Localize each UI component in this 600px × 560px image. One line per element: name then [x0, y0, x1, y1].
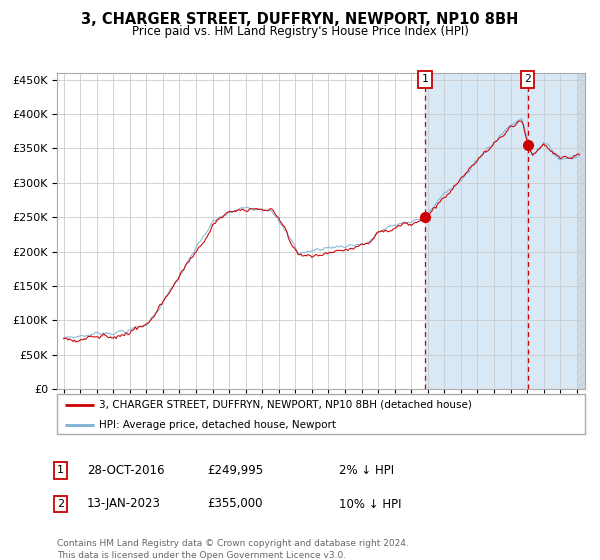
Text: 1: 1 — [422, 74, 428, 85]
Bar — [577, 73, 585, 389]
Text: £355,000: £355,000 — [207, 497, 263, 511]
FancyBboxPatch shape — [57, 394, 585, 434]
Text: 2% ↓ HPI: 2% ↓ HPI — [339, 464, 394, 477]
Text: 10% ↓ HPI: 10% ↓ HPI — [339, 497, 401, 511]
Text: 3, CHARGER STREET, DUFFRYN, NEWPORT, NP10 8BH (detached house): 3, CHARGER STREET, DUFFRYN, NEWPORT, NP1… — [99, 400, 472, 409]
Text: HPI: Average price, detached house, Newport: HPI: Average price, detached house, Newp… — [99, 420, 336, 430]
Text: 13-JAN-2023: 13-JAN-2023 — [87, 497, 161, 511]
Text: 2: 2 — [524, 74, 531, 85]
Text: 2: 2 — [57, 499, 64, 509]
Text: 3, CHARGER STREET, DUFFRYN, NEWPORT, NP10 8BH: 3, CHARGER STREET, DUFFRYN, NEWPORT, NP1… — [82, 12, 518, 27]
Bar — [425, 73, 585, 389]
Text: Price paid vs. HM Land Registry's House Price Index (HPI): Price paid vs. HM Land Registry's House … — [131, 25, 469, 38]
Text: Contains HM Land Registry data © Crown copyright and database right 2024.
This d: Contains HM Land Registry data © Crown c… — [57, 539, 409, 560]
Text: £249,995: £249,995 — [207, 464, 263, 477]
Text: 1: 1 — [57, 465, 64, 475]
Text: 28-OCT-2016: 28-OCT-2016 — [87, 464, 164, 477]
